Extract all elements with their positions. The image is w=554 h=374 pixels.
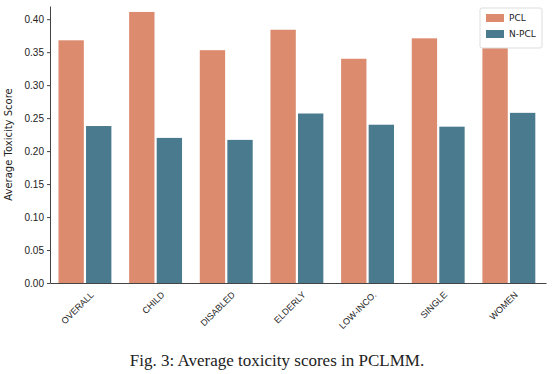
x-axis-line xyxy=(51,283,547,284)
x-tick: OVERALL xyxy=(59,283,95,326)
x-axis: OVERALL CHILD DISABLED ELDERLY LOW-INCO. SING… xyxy=(51,283,547,331)
bar xyxy=(482,48,507,283)
y-tick-mark xyxy=(47,217,50,218)
plot: 0.00 0.05 0.10 0.15 0.20 0.25 0.30 0.35 0.40 OVER… xyxy=(25,7,547,331)
y-tick-label: 0.20 xyxy=(25,146,45,157)
x-tick-label: WOMEN xyxy=(488,290,520,322)
y-tick-mark xyxy=(47,250,50,251)
bar xyxy=(129,12,154,283)
bar xyxy=(412,38,437,283)
y-axis-title: Average Toxicity Score xyxy=(3,88,14,200)
y-tick-label: 0.30 xyxy=(25,80,45,91)
bar xyxy=(200,50,225,283)
y-tick: 0.10 xyxy=(25,212,50,223)
y-tick-label: 0.00 xyxy=(25,278,45,289)
y-tick: 0.25 xyxy=(25,113,50,124)
caption: Fig. 3: Average toxicity scores in PCLMM… xyxy=(130,351,424,370)
y-tick-mark xyxy=(47,283,50,284)
x-tick-label: SINGLE xyxy=(419,290,449,320)
y-tick: 0.05 xyxy=(25,245,50,256)
y-tick: 0.40 xyxy=(25,14,50,25)
y-tick: 0.30 xyxy=(25,80,50,91)
legend-label: PCL xyxy=(509,13,526,23)
bar xyxy=(439,127,464,283)
y-axis: 0.00 0.05 0.10 0.15 0.20 0.25 0.30 0.35 0.40 xyxy=(25,7,51,289)
y-tick: 0.20 xyxy=(25,146,50,157)
x-tick: WOMEN xyxy=(488,283,520,322)
y-tick-mark xyxy=(47,118,50,119)
x-tick: SINGLE xyxy=(419,283,449,320)
y-tick-label: 0.25 xyxy=(25,113,45,124)
bar xyxy=(58,40,83,283)
y-tick: 0.00 xyxy=(25,278,50,289)
y-tick: 0.35 xyxy=(25,47,50,58)
y-tick-mark xyxy=(47,85,50,86)
y-tick-mark xyxy=(47,19,50,20)
x-tick-label: LOW-INCO. xyxy=(337,290,378,331)
x-tick-label: OVERALL xyxy=(59,290,95,326)
y-tick-mark xyxy=(47,184,50,185)
x-tick: DISABLED xyxy=(199,283,238,328)
x-tick-label: ELDERLY xyxy=(272,290,308,326)
bar xyxy=(270,30,295,283)
bar xyxy=(341,59,366,283)
bar xyxy=(298,114,323,283)
y-tick: 0.15 xyxy=(25,179,50,190)
y-tick-label: 0.05 xyxy=(25,245,45,256)
y-tick-mark xyxy=(47,151,50,152)
x-tick-label: CHILD xyxy=(140,289,167,316)
x-tick: LOW-INCO. xyxy=(337,283,378,331)
y-tick-label: 0.40 xyxy=(25,14,45,25)
y-tick-label: 0.35 xyxy=(25,47,45,58)
legend-swatch xyxy=(486,30,504,38)
x-tick: ELDERLY xyxy=(272,283,308,325)
legend-swatch xyxy=(486,14,504,22)
bar xyxy=(157,138,182,283)
chart: 0.00 0.05 0.10 0.15 0.20 0.25 0.30 0.35 0.40 OVER… xyxy=(0,0,554,374)
y-tick-mark xyxy=(47,52,50,53)
bar xyxy=(227,140,252,283)
x-tick-label: DISABLED xyxy=(199,289,238,328)
y-axis-line xyxy=(50,7,51,284)
bar xyxy=(86,126,111,283)
legend: PCL N-PCL xyxy=(480,8,542,48)
legend-label: N-PCL xyxy=(509,29,536,39)
bar xyxy=(369,125,394,283)
bar xyxy=(510,113,535,283)
y-tick-label: 0.15 xyxy=(25,179,45,190)
legend-box xyxy=(480,8,542,48)
y-tick-label: 0.10 xyxy=(25,212,45,223)
bars xyxy=(58,12,535,283)
x-tick: CHILD xyxy=(140,283,167,316)
